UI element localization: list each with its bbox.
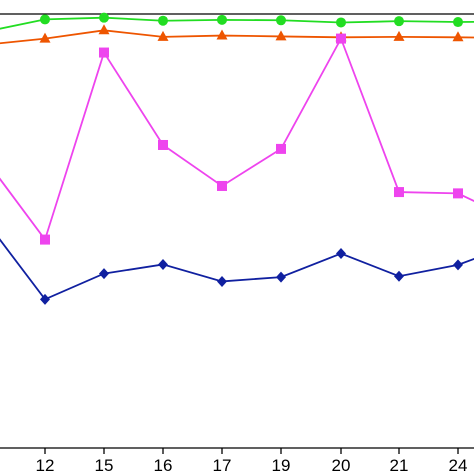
series-3-point-16 bbox=[158, 139, 168, 150]
series-4-point-15 bbox=[99, 268, 109, 280]
series-1-point-17 bbox=[217, 14, 227, 25]
series-2-point-15 bbox=[98, 24, 110, 35]
series-4-line bbox=[0, 238, 474, 301]
series-3-point-15 bbox=[99, 47, 109, 58]
series-3-point-24 bbox=[453, 188, 463, 199]
x-tick-label-15: 15 bbox=[95, 456, 114, 474]
x-tick-label-12: 12 bbox=[36, 456, 55, 474]
series-1-point-15 bbox=[99, 12, 109, 23]
series-4-point-19 bbox=[276, 271, 286, 283]
series-3-point-17 bbox=[217, 180, 227, 191]
series-2-line bbox=[0, 29, 474, 45]
series-4-point-21 bbox=[394, 270, 404, 282]
series-1-point-24 bbox=[453, 17, 463, 28]
series-4-point-12 bbox=[40, 293, 50, 305]
x-tick-label-19: 19 bbox=[272, 456, 291, 474]
x-tick-label-17: 17 bbox=[213, 456, 232, 474]
series-2-point-16 bbox=[157, 30, 169, 41]
series-4-point-20 bbox=[336, 248, 346, 260]
series-4-point-17 bbox=[217, 275, 227, 287]
series-1-point-21 bbox=[394, 16, 404, 27]
series-3-point-12 bbox=[40, 234, 50, 245]
series-4-point-24 bbox=[453, 259, 463, 271]
series-3-point-20 bbox=[336, 33, 346, 44]
plot-area: 12 15 16 17 19 20 21 24 bbox=[0, 12, 474, 474]
series-1-point-20 bbox=[336, 17, 346, 28]
series-3-point-21 bbox=[394, 187, 404, 198]
series-2-point-17 bbox=[216, 29, 228, 40]
series-1-line bbox=[0, 16, 474, 30]
series-1-point-12 bbox=[40, 14, 50, 25]
series-2-point-19 bbox=[275, 30, 287, 41]
x-tick-label-20: 20 bbox=[332, 456, 351, 474]
series-1-point-19 bbox=[276, 15, 286, 26]
series-3-point-19 bbox=[276, 143, 286, 154]
x-tick-label-21: 21 bbox=[390, 456, 409, 474]
series-4-point-16 bbox=[158, 258, 168, 270]
x-tick-label-24: 24 bbox=[449, 456, 468, 474]
series-3-line bbox=[0, 36, 474, 242]
series-2-point-24 bbox=[452, 31, 464, 42]
series-2-point-12 bbox=[39, 32, 51, 43]
x-tick-label-16: 16 bbox=[154, 456, 173, 474]
series-2-point-21 bbox=[393, 30, 405, 41]
series-1-point-16 bbox=[158, 15, 168, 26]
